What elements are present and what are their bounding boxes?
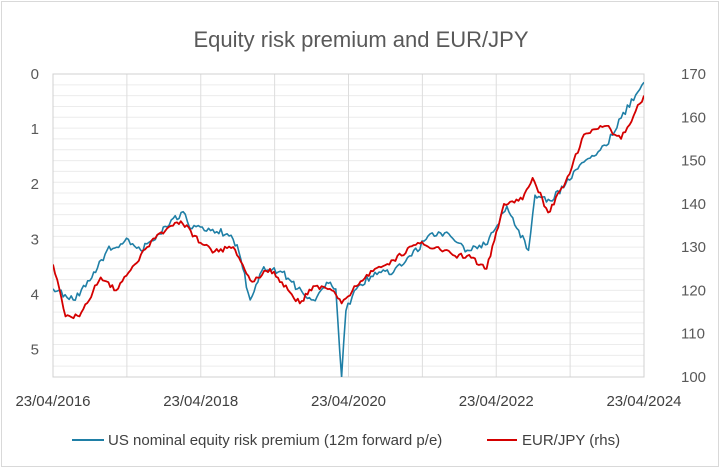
chart-title: Equity risk premium and EUR/JPY bbox=[194, 27, 529, 52]
grid bbox=[52, 73, 645, 378]
x-axis: 23/04/2016 23/04/2018 23/04/2020 23/04/2022… bbox=[15, 393, 681, 410]
legend-label-eurjpy: EUR/JPY (rhs) bbox=[522, 432, 620, 449]
y-right-tick-label: 100 bbox=[681, 369, 706, 386]
y-right-tick-label: 140 bbox=[681, 196, 706, 213]
x-tick-label: 23/04/2022 bbox=[459, 393, 534, 410]
y-right-tick-label: 170 bbox=[681, 66, 706, 83]
right-y-axis: 100 110 120 130 140 150 160 170 bbox=[681, 66, 706, 386]
y-right-tick-label: 120 bbox=[681, 282, 706, 299]
y-left-tick-label: 4 bbox=[31, 286, 39, 303]
y-left-tick-label: 3 bbox=[31, 231, 39, 248]
legend-label-erp: US nominal equity risk premium (12m forw… bbox=[108, 432, 442, 449]
y-right-tick-label: 110 bbox=[681, 326, 705, 343]
series-lines bbox=[52, 81, 645, 378]
y-left-tick-label: 0 bbox=[31, 66, 39, 83]
y-left-tick-label: 2 bbox=[31, 176, 39, 193]
y-left-tick-label: 1 bbox=[31, 121, 39, 138]
y-right-tick-label: 160 bbox=[681, 109, 706, 126]
y-left-tick-label: 5 bbox=[31, 341, 39, 358]
x-tick-label: 23/04/2020 bbox=[311, 393, 386, 410]
series-line-eurjpy bbox=[53, 95, 644, 320]
y-right-tick-label: 150 bbox=[681, 153, 706, 170]
x-tick-label: 23/04/2016 bbox=[15, 393, 90, 410]
left-y-axis: 0 1 2 3 4 5 bbox=[31, 66, 39, 358]
x-tick-label: 23/04/2018 bbox=[163, 393, 238, 410]
plot-area bbox=[52, 73, 645, 378]
series-points-erp bbox=[52, 82, 645, 378]
legend: US nominal equity risk premium (12m forw… bbox=[72, 432, 620, 449]
y-right-tick-label: 130 bbox=[681, 239, 706, 256]
x-tick-label: 23/04/2024 bbox=[606, 393, 681, 410]
series-points-eurjpy bbox=[52, 95, 645, 317]
